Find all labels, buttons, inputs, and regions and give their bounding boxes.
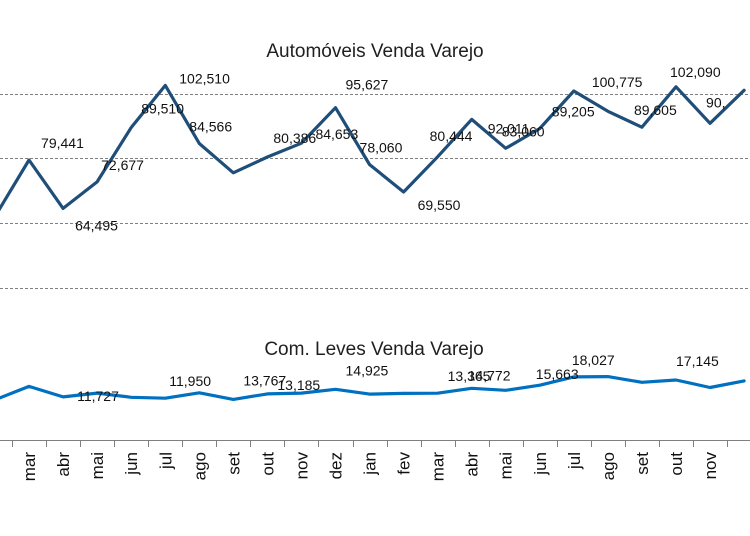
x-tick-label-16: jul (565, 452, 584, 470)
data-label-1-7: 13,767 (243, 372, 286, 388)
x-tick-label-4: jul (156, 452, 175, 470)
data-label-1-13: 13,365 (448, 368, 491, 384)
data-label-0-12: 69,550 (418, 197, 461, 213)
x-tick-label-18: set (633, 452, 652, 475)
data-label-layer: 79,441 64,495 72,677 89,510 102,510 84,566 80,… (41, 64, 725, 404)
x-tick-label-17: ago (599, 452, 618, 480)
x-tick-label-0: mar (20, 452, 39, 482)
data-label-0-21: 90, (706, 94, 725, 110)
x-tick-label-5: ago (190, 452, 209, 480)
data-label-0-9: 84,653 (315, 126, 358, 142)
data-label-1-17: 18,027 (572, 352, 615, 368)
data-label-1-20: 17,145 (676, 353, 719, 369)
data-label-0-20: 102,090 (670, 64, 721, 80)
data-label-1-2: 11,727 (77, 388, 119, 404)
data-label-0-2: 64,495 (75, 217, 118, 233)
data-label-0-13: 80,444 (430, 128, 473, 144)
x-tick-label-13: abr (463, 452, 482, 477)
x-tick-label-8: nov (292, 452, 311, 480)
data-label-0-14: 92,011 (488, 120, 530, 136)
data-label-0-19: 89,605 (634, 102, 677, 118)
data-label-0-4: 89,510 (141, 100, 184, 116)
x-tick-label-1: abr (54, 452, 73, 477)
auto-chart-title: Automóveis Venda Varejo (266, 41, 483, 62)
data-label-0-3: 72,677 (101, 157, 144, 173)
data-label-0-10: 95,627 (346, 77, 389, 93)
data-label-1-16: 15,663 (536, 366, 579, 382)
data-label-1-14: 14,772 (468, 367, 511, 383)
data-label-1-8: 13,185 (277, 377, 320, 393)
x-tick-label-10: jan (361, 452, 380, 476)
x-tick-label-7: out (258, 452, 277, 476)
x-tick-label-15: jun (531, 452, 550, 476)
data-label-0-15: 83,060 (502, 123, 545, 139)
data-label-0-16: 89,205 (552, 103, 595, 119)
data-label-0-6: 84,566 (189, 118, 232, 134)
series-layer (0, 83, 746, 401)
x-tick-label-19: out (667, 452, 686, 476)
x-tick-label-3: jun (122, 452, 141, 476)
grid-layer (0, 94, 750, 289)
x-tick-label-14: mai (497, 452, 516, 479)
data-label-0-1: 79,441 (41, 135, 84, 151)
data-label-0-17: 100,775 (592, 74, 643, 90)
x-axis: mar abr mai jun jul ago set out nov dez jan fev mar a… (0, 440, 750, 481)
data-label-0-11: 78,060 (360, 140, 403, 156)
x-tick-label-20: nov (701, 452, 720, 480)
data-label-0-5: 102,510 (179, 70, 230, 86)
leves-chart-title: Com. Leves Venda Varejo (264, 339, 483, 360)
data-label-0-8: 80,386 (273, 130, 316, 146)
data-label-1-10: 14,925 (346, 362, 389, 378)
x-tick-label-11: fev (395, 452, 414, 475)
x-tick-label-6: set (224, 452, 243, 475)
data-label-1-5: 11,950 (169, 373, 211, 389)
x-tick-label-9: dez (327, 452, 346, 479)
x-tick-label-12: mar (429, 452, 448, 482)
x-tick-label-2: mai (88, 452, 107, 479)
